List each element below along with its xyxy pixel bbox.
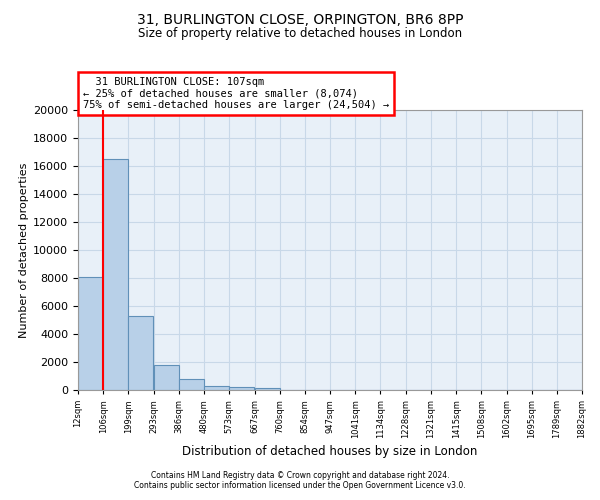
X-axis label: Distribution of detached houses by size in London: Distribution of detached houses by size … [182,445,478,458]
Bar [229,387,254,390]
Text: Contains HM Land Registry data © Crown copyright and database right 2024.
Contai: Contains HM Land Registry data © Crown c… [134,470,466,490]
Bar [254,388,280,390]
Bar [204,386,229,390]
Bar [179,379,204,390]
Text: 31 BURLINGTON CLOSE: 107sqm  
← 25% of detached houses are smaller (8,074)
75% o: 31 BURLINGTON CLOSE: 107sqm ← 25% of det… [83,77,389,110]
Bar [103,159,128,390]
Text: 31, BURLINGTON CLOSE, ORPINGTON, BR6 8PP: 31, BURLINGTON CLOSE, ORPINGTON, BR6 8PP [137,12,463,26]
Bar [154,365,179,390]
Text: Size of property relative to detached houses in London: Size of property relative to detached ho… [138,28,462,40]
Bar [128,316,154,390]
Bar [78,277,103,390]
Y-axis label: Number of detached properties: Number of detached properties [19,162,29,338]
